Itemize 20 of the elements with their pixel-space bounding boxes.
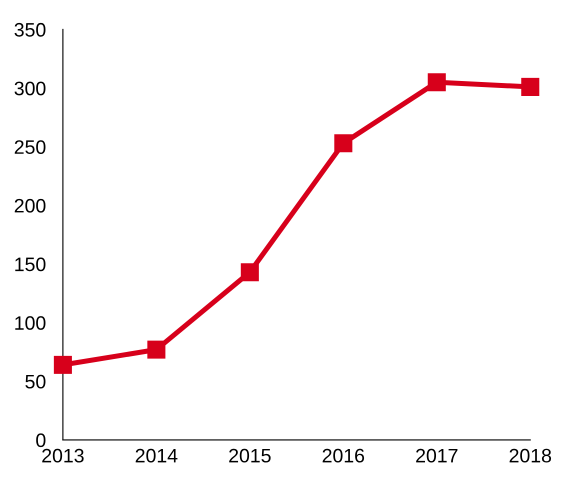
y-tick-label: 100 <box>15 316 46 330</box>
x-tick-label: 2018 <box>510 448 552 463</box>
y-tick-label: 200 <box>14 198 46 213</box>
y-tick-label: 0 <box>36 433 46 448</box>
x-tick-label: 2014 <box>136 448 178 463</box>
x-tick-label: 2017 <box>416 448 458 463</box>
point <box>147 340 166 359</box>
point <box>240 263 259 282</box>
y-tick-label: 300 <box>14 82 46 96</box>
y-tick-label: 350 <box>14 22 46 37</box>
y-tick-label: 250 <box>14 140 46 154</box>
point <box>428 73 446 92</box>
x-tick-label: 2013 <box>42 448 84 463</box>
point <box>54 356 72 374</box>
y-tick-label: 50 <box>25 374 46 389</box>
y-tick-label: 150 <box>15 257 46 272</box>
point <box>334 134 352 152</box>
x-tick-label: 2015 <box>229 448 271 463</box>
x-tick-label: 2016 <box>322 448 364 463</box>
point <box>521 78 540 96</box>
